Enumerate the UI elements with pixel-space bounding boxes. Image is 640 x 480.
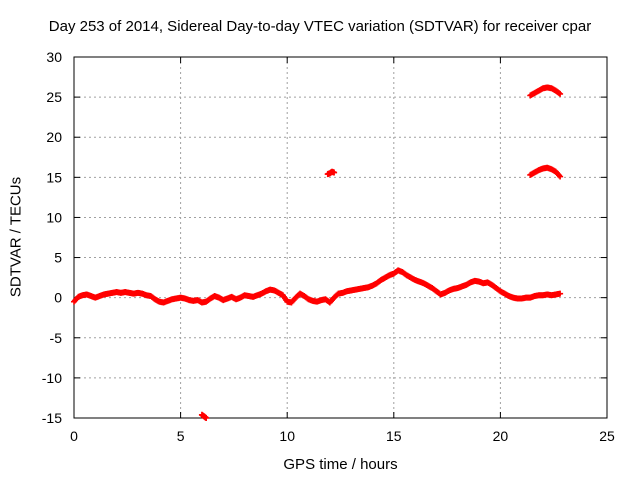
data-point <box>557 173 564 180</box>
x-tick-label: 0 <box>70 428 78 444</box>
plot-frame <box>73 56 608 419</box>
x-tick-label: 25 <box>599 428 615 444</box>
chart-title: Day 253 of 2014, Sidereal Day-to-day VTE… <box>48 18 592 35</box>
data-point <box>557 290 564 297</box>
y-tick-label: 10 <box>46 209 62 225</box>
y-tick-label: -15 <box>42 410 62 426</box>
y-tick-label: 20 <box>46 129 62 145</box>
y-tick-label: -5 <box>50 330 63 346</box>
y-axis-label: SDTVAR / TECUs <box>7 176 25 298</box>
data-point <box>203 415 210 421</box>
x-tick-label: 15 <box>386 428 402 444</box>
data-point <box>557 90 564 97</box>
y-tick-label: 15 <box>46 169 62 185</box>
y-tick-label: 30 <box>46 49 62 65</box>
x-tick-label: 20 <box>493 428 509 444</box>
y-tick-label: 5 <box>54 250 62 266</box>
data-point <box>556 90 563 97</box>
y-tick-label: 25 <box>46 89 62 105</box>
x-tick-label: 10 <box>279 428 295 444</box>
data-point <box>331 169 338 176</box>
x-axis-label: GPS time / hours <box>283 456 398 473</box>
y-tick-label: -10 <box>42 370 62 386</box>
y-tick-label: 0 <box>54 290 62 306</box>
x-tick-label: 5 <box>177 428 185 444</box>
